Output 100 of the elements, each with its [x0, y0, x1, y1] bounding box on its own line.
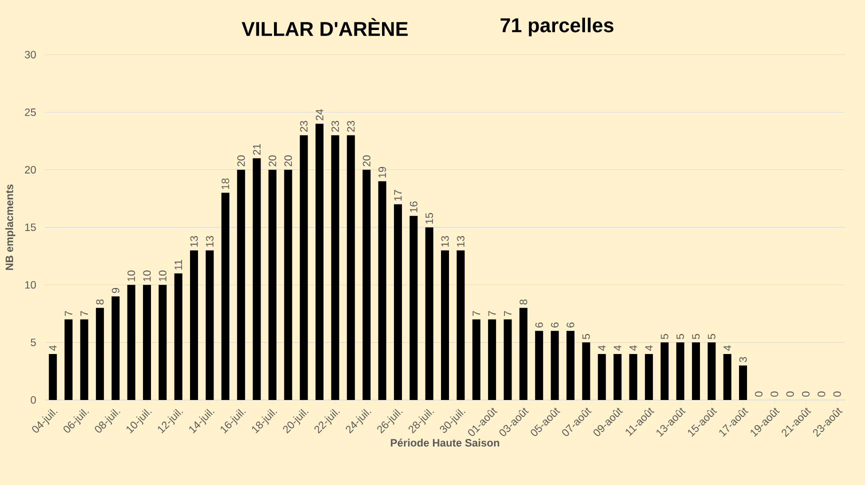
- bar: [80, 319, 88, 400]
- data-label: 3: [739, 357, 747, 362]
- bar: [660, 342, 669, 400]
- data-label: 4: [724, 345, 732, 351]
- bar: [96, 308, 104, 400]
- bar: [629, 354, 638, 400]
- bar: [550, 330, 559, 400]
- bar: [362, 170, 371, 400]
- data-label: 11: [174, 260, 182, 270]
- bar: [221, 192, 230, 400]
- data-label: 4: [645, 345, 653, 351]
- data-label: 13: [206, 236, 214, 247]
- chart-title: VILLAR D'ARÈNE: [242, 18, 408, 36]
- bar: [708, 342, 716, 400]
- data-label: 13: [456, 236, 464, 247]
- bar: [488, 319, 496, 400]
- y-tick-label: 10: [25, 281, 36, 289]
- y-axis-title: NB emplacments: [5, 184, 16, 270]
- bar: [64, 319, 73, 400]
- y-tick-label: 20: [24, 166, 36, 174]
- data-label: 0: [770, 392, 778, 397]
- bar: [598, 354, 606, 400]
- data-label: 8: [520, 300, 528, 305]
- data-label: 23: [347, 120, 355, 132]
- bar: [394, 204, 402, 400]
- bar: [331, 135, 340, 400]
- y-tick-label: 0: [30, 396, 36, 404]
- data-label: 23: [300, 120, 308, 132]
- data-label: 20: [362, 155, 370, 166]
- data-label: 16: [410, 201, 418, 212]
- bar: [127, 284, 136, 400]
- bar: [456, 250, 465, 400]
- data-label: 5: [582, 334, 590, 340]
- bar: [142, 284, 151, 400]
- data-label: 20: [268, 155, 276, 166]
- data-label: 0: [802, 392, 810, 397]
- data-label: 0: [754, 392, 762, 397]
- bar: [158, 284, 167, 400]
- data-label: 17: [394, 190, 402, 201]
- y-tick-label: 5: [30, 338, 36, 346]
- data-label: 0: [833, 392, 841, 397]
- data-label: 0: [818, 392, 826, 397]
- data-label: 7: [80, 311, 88, 316]
- bar: [472, 319, 480, 400]
- data-label: 6: [551, 322, 559, 328]
- bar: [190, 250, 198, 400]
- bar: [692, 342, 700, 400]
- data-label: 7: [64, 311, 72, 316]
- x-axis-title: Période Haute Saison: [390, 438, 500, 447]
- bar: [723, 354, 732, 400]
- bar: [425, 227, 434, 400]
- bar: [582, 342, 590, 400]
- data-label: 7: [504, 311, 512, 316]
- data-label: 9: [112, 288, 120, 293]
- data-label: 5: [708, 334, 716, 340]
- bar: [676, 342, 684, 400]
- bar: [519, 308, 528, 400]
- data-label: 8: [96, 300, 104, 305]
- bar: [252, 158, 261, 400]
- bar: [535, 330, 544, 400]
- bar: [206, 250, 214, 400]
- bar: [346, 135, 355, 400]
- bar: [378, 181, 386, 400]
- data-label: 15: [426, 212, 434, 224]
- data-label: 4: [630, 345, 637, 351]
- data-label: 10: [143, 270, 151, 282]
- data-label: 6: [535, 322, 543, 328]
- bar: [441, 250, 450, 400]
- bar: [739, 365, 748, 400]
- y-tick-label: 30: [24, 50, 36, 58]
- data-label: 19: [378, 167, 386, 178]
- bar: [410, 216, 418, 400]
- data-label: 4: [598, 345, 606, 351]
- bar: [284, 170, 292, 400]
- data-label: 20: [237, 155, 245, 166]
- bar: [237, 170, 246, 400]
- data-label: 13: [441, 236, 449, 247]
- bar: [174, 273, 182, 400]
- data-label: 4: [614, 345, 622, 351]
- bar: [316, 124, 324, 400]
- data-label: 20: [284, 155, 292, 166]
- y-tick-label: 25: [24, 108, 36, 116]
- chart-subtitle: 71 parcelles: [500, 18, 614, 36]
- data-label: 13: [190, 236, 198, 247]
- bar: [504, 319, 512, 400]
- bar: [268, 170, 276, 400]
- data-label: 10: [128, 270, 136, 282]
- bar: [300, 135, 308, 400]
- y-tick-label: 15: [25, 224, 36, 232]
- bar: [566, 330, 574, 400]
- data-label: 10: [158, 270, 166, 282]
- data-label: 6: [566, 322, 574, 328]
- bar: [48, 354, 57, 400]
- data-label: 5: [660, 334, 668, 340]
- data-label: 5: [676, 334, 684, 340]
- data-label: 5: [692, 334, 700, 340]
- data-label: 24: [316, 109, 324, 120]
- data-label: 0: [786, 392, 794, 397]
- data-label: 18: [222, 178, 230, 190]
- data-label: 23: [331, 120, 339, 132]
